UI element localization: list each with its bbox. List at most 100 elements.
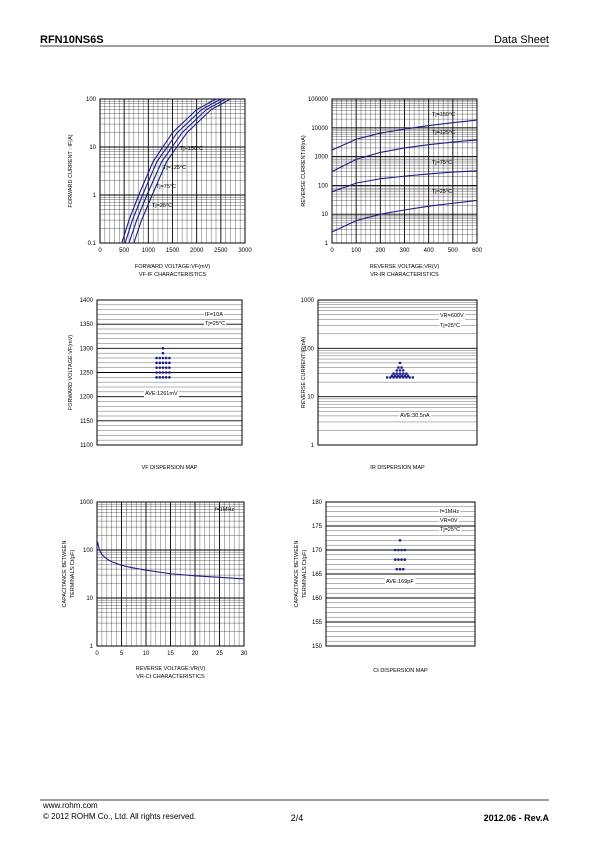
dispersion-dot [400,558,403,561]
chart: 1100 1150 1200 1250 1300 1350 1400 FORWARD VOLT… [68,298,243,471]
dispersion-dot [397,374,400,378]
chart: 1 10 100 1000 REVERSE CURRENT:IR(nA) IR DISPE… [301,298,478,471]
curve-label: Tj=150°C [432,112,455,118]
y-tick-label: 10 [307,395,314,401]
chart-caption: VR-Ct CHARACTERISTICS [136,674,205,680]
x-axis-label: REVERSE VOLTAGE:VR(V) [370,264,440,270]
annotation: VR=0V [440,518,458,524]
dispersion-dot [155,361,158,365]
x-tick-label: 200 [375,248,386,254]
y-tick-label: 1000 [315,155,329,161]
dispersion-dot [403,548,407,552]
x-tick-label: 600 [472,248,483,254]
dispersion-dot [158,361,162,365]
y-tick-label: 1200 [80,395,94,401]
y-tick-label: 0.1 [88,241,97,247]
curve [96,541,245,580]
dispersion-dot [155,376,158,379]
x-tick-label: 5 [120,651,124,657]
dispersion-dot [161,371,165,374]
dispersion-dot [161,351,165,355]
dispersion-dot [400,548,403,552]
y-tick-label: 10 [89,145,96,151]
annotation: AVE:169pF [386,579,414,585]
dispersion-dot [393,374,397,378]
dispersion-dot [411,376,415,379]
x-tick-label: 0 [98,248,102,254]
dispersion-dot [164,366,168,369]
x-tick-label: 30 [241,651,248,657]
y-tick-label: 155 [312,620,323,626]
annotation-bg [144,390,179,398]
annotation: Tj=25°C [205,321,225,327]
y-tick-label: 100000 [308,97,329,103]
dispersion-dot [400,374,403,378]
annotation: f=1MHz [440,509,459,515]
x-tick-label: 1000 [142,248,156,254]
dispersion-dot [168,376,171,379]
curve-label: Tj=25°C [152,203,172,209]
dispersion-dot [168,371,171,374]
annotation-bg [439,322,462,330]
dispersion-dot [395,567,399,571]
curve [128,98,226,244]
y-tick-label: 1000 [301,298,315,304]
dispersion-dot [395,369,399,372]
annotation-bg [439,517,459,525]
dispersion-dot [164,371,168,374]
y-axis-label: CAPACITANCE BETWEEN [294,540,300,607]
footer-url: www.rohm.com [42,801,98,810]
plot-frame [96,299,243,446]
curve [331,139,478,173]
y-tick-label: 1350 [80,322,94,328]
dispersion-dot [398,361,402,365]
curve-label: Tj=125°C [432,130,455,136]
x-tick-label: 400 [424,248,435,254]
x-tick-label: 0 [330,248,334,254]
y-tick-label: 1 [93,193,97,199]
y-tick-label: 150 [312,644,323,650]
annotation-bg [204,320,227,328]
chart: 150 155 160 165 170 175 180 CAPACITANCE BETWEEN… [294,500,476,674]
y-axis-label: TERMINALS:Ct(pF) [70,550,76,599]
dispersion-dot [161,361,165,365]
x-tick-label: 10 [143,651,150,657]
curve [133,98,231,244]
dispersion-dot [398,567,402,571]
x-tick-label: 3000 [238,248,252,254]
dispersion-dot [168,356,171,360]
curve [124,98,222,244]
x-tick-label: 2000 [190,248,204,254]
curve [331,170,478,193]
part-number: RFN10NS6S [40,34,104,46]
x-tick-label: 20 [192,651,199,657]
dispersion-dot [398,539,402,542]
dispersion-dot [398,372,402,375]
y-tick-label: 1150 [80,419,94,425]
dispersion-dot [161,376,165,379]
dispersion-dot [155,371,158,374]
plot-frame [317,299,478,446]
y-tick-label: 100 [304,346,315,352]
dispersion-dot [400,366,403,369]
dispersion-dot [403,558,407,561]
dispersion-dot [164,376,168,379]
y-tick-label: 165 [312,572,323,578]
dispersion-dot [392,372,395,375]
y-tick-label: 10 [86,596,93,602]
y-tick-label: 1 [325,241,329,247]
dispersion-dot [168,361,171,365]
curve-label: Tj=125°C [163,165,186,171]
curve-label: Tj=150°C [180,146,203,152]
annotation-bg [399,412,431,420]
annotation-bg [439,526,462,534]
y-tick-label: 1400 [80,298,94,304]
y-tick-label: 1250 [80,371,94,377]
dispersion-dot [158,376,162,379]
y-tick-label: 1 [90,644,94,650]
curve [121,98,217,244]
y-tick-label: 1100 [80,443,94,449]
annotation-bg [204,311,225,319]
